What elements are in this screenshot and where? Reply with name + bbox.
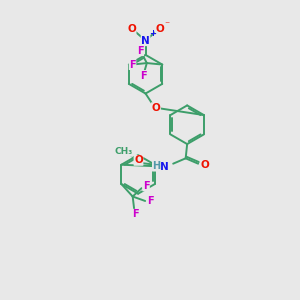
Text: H: H — [152, 161, 160, 171]
Text: CH₃: CH₃ — [115, 147, 133, 156]
Text: N: N — [160, 162, 169, 172]
Text: N: N — [141, 36, 150, 46]
Text: O: O — [155, 24, 164, 34]
Text: +: + — [149, 29, 156, 38]
Text: O: O — [127, 24, 136, 34]
Text: F: F — [132, 209, 139, 219]
Text: F: F — [147, 196, 154, 206]
Text: F: F — [140, 70, 147, 80]
Text: ⁻: ⁻ — [164, 20, 169, 30]
Text: O: O — [152, 103, 160, 113]
Text: F: F — [129, 59, 136, 70]
Text: O: O — [134, 155, 143, 165]
Text: F: F — [143, 181, 149, 191]
Text: F: F — [137, 46, 144, 56]
Text: O: O — [200, 160, 209, 170]
